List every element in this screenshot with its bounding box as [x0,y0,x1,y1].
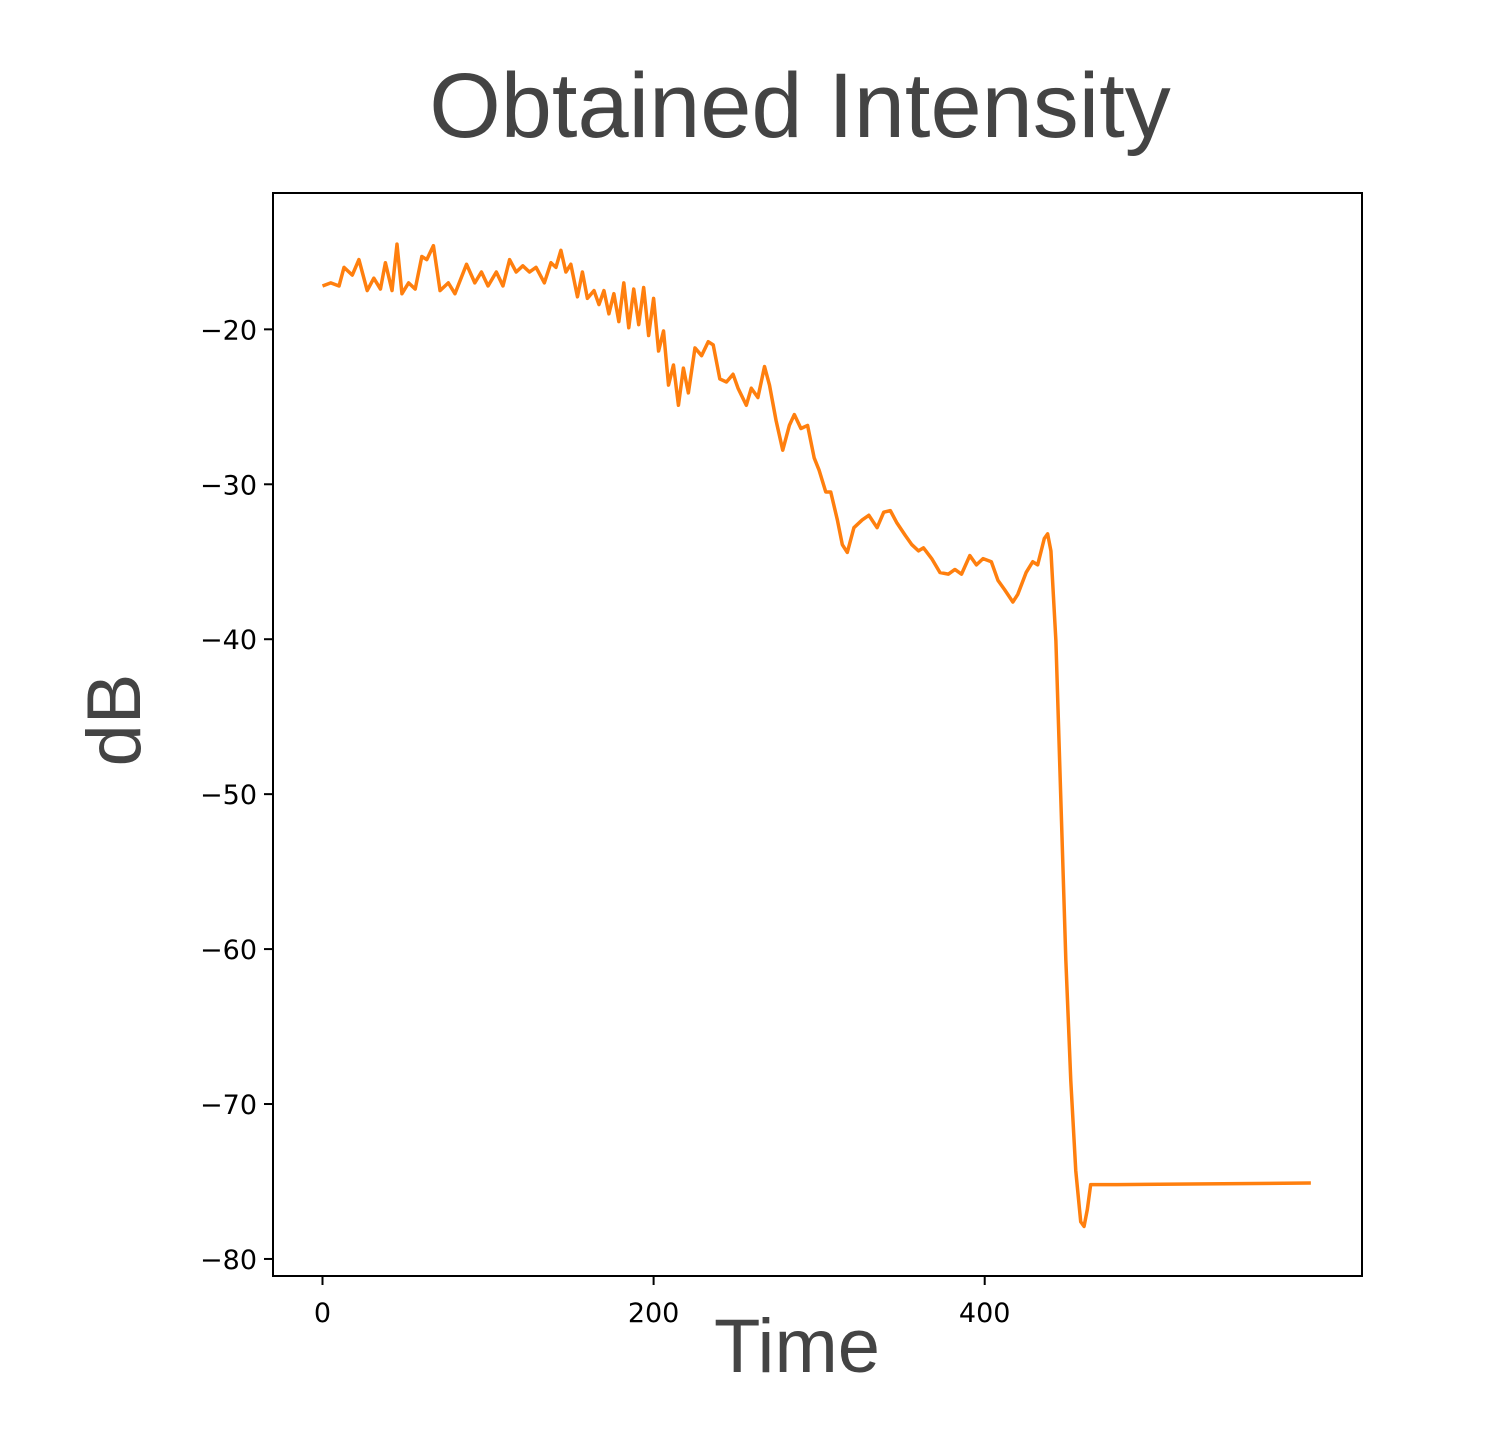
y-axis-label: dB [72,674,157,767]
y-tick-label: −70 [200,1090,257,1121]
y-tick-label: −30 [200,470,257,501]
y-tick-label: −20 [200,315,257,346]
y-tick-label: −50 [200,780,257,811]
x-tick-label: 0 [314,1298,331,1329]
x-tick-label: 400 [959,1298,1011,1329]
y-tick-label: −60 [200,935,257,966]
data-line [321,242,1311,1229]
x-axis-label: Time [714,1304,880,1389]
plot-frame [272,192,1363,1277]
x-tick-label: 200 [628,1298,680,1329]
chart-title: Obtained Intensity [429,55,1171,157]
y-tick-label: −80 [200,1245,257,1276]
y-tick-label: −40 [200,625,257,656]
